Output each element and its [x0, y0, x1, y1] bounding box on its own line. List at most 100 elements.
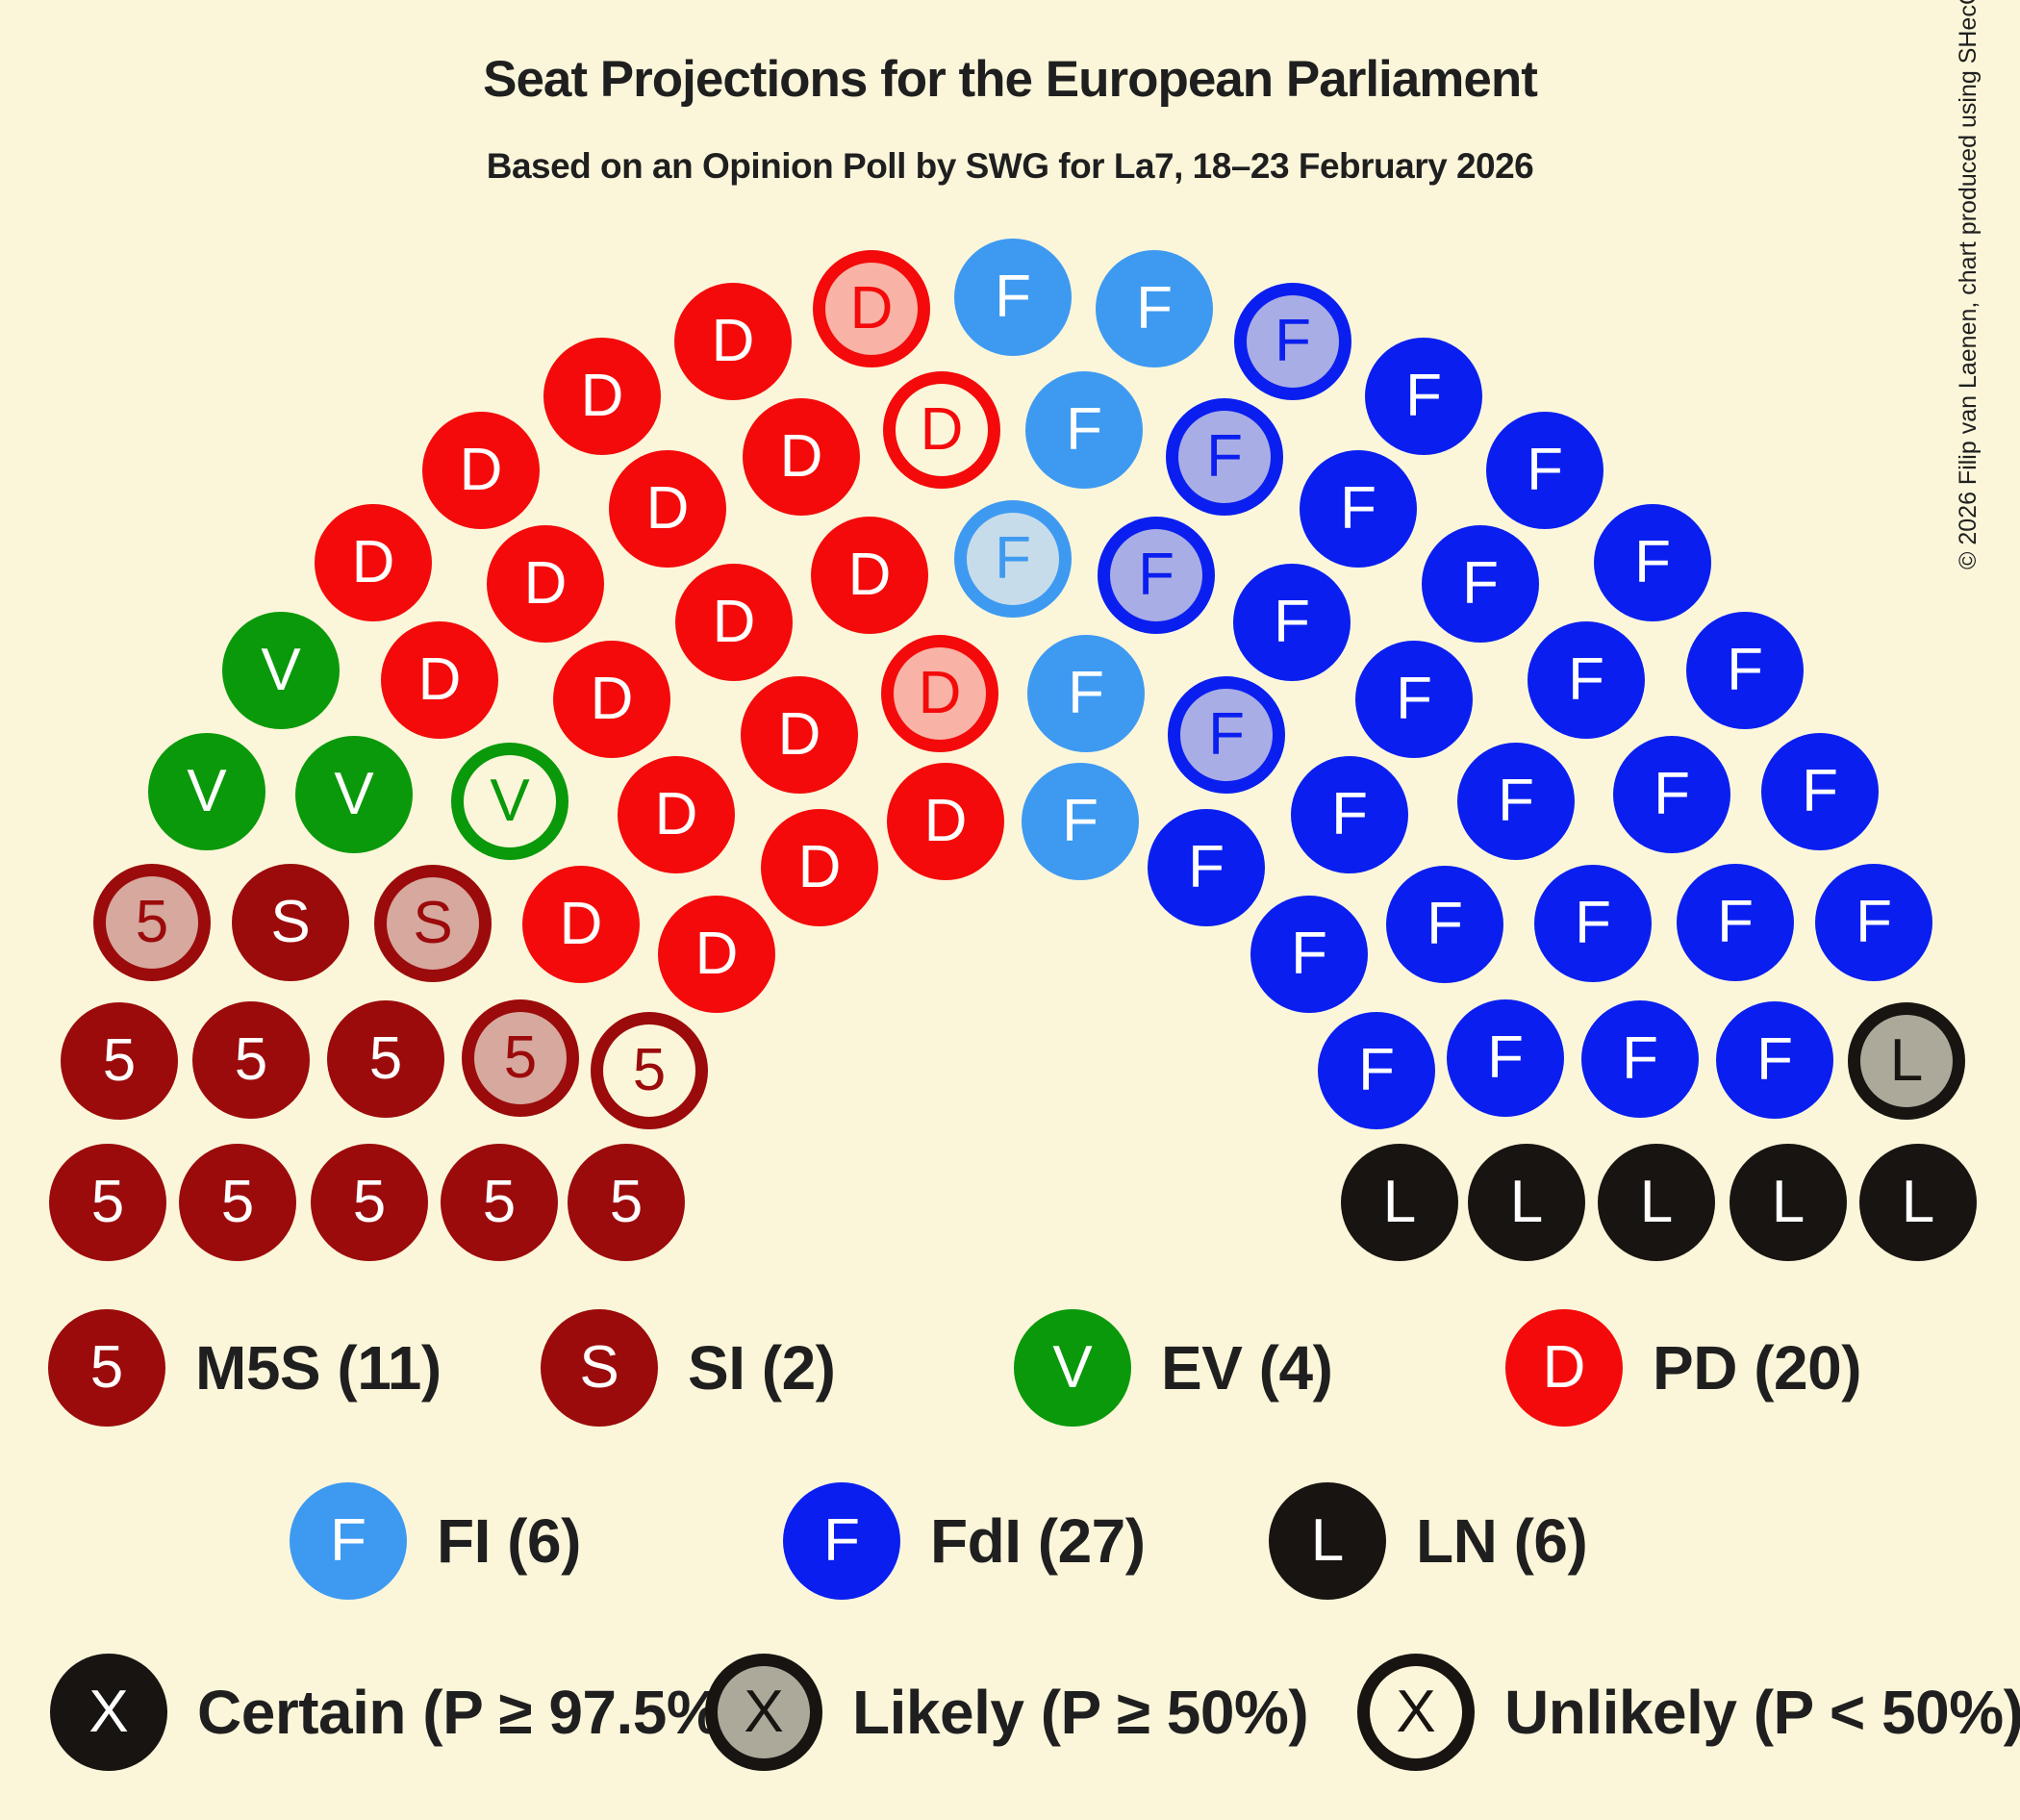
seat-M5S: 5	[192, 1001, 310, 1119]
seat-FI: F	[954, 500, 1072, 618]
legend-party-M5S-label: M5S (11)	[195, 1333, 442, 1403]
seat-PD: D	[761, 809, 878, 926]
seat-PD: D	[618, 756, 735, 873]
legend-status-c-swatch: X	[50, 1654, 167, 1771]
seat-PD: D	[675, 564, 793, 681]
seat-PD: D	[741, 676, 858, 794]
legend-status-c-label: Certain (P ≥ 97.5%)	[197, 1678, 742, 1747]
legend-status-u-swatch: X	[1357, 1654, 1475, 1771]
seat-PD: D	[609, 450, 726, 568]
seat-SI: S	[374, 865, 492, 982]
seat-PD: D	[543, 338, 661, 455]
seat-FdI: F	[1457, 743, 1575, 860]
seat-M5S: 5	[93, 864, 211, 981]
legend-party-LN-label: LN (6)	[1416, 1506, 1588, 1576]
seat-PD: D	[422, 412, 540, 529]
seat-FI: F	[1027, 635, 1145, 752]
seat-PD: D	[315, 504, 432, 621]
seat-FdI: F	[1594, 504, 1711, 621]
seat-FdI: F	[1447, 999, 1564, 1117]
seat-EV: V	[222, 612, 340, 729]
seat-FdI: F	[1581, 1000, 1699, 1118]
seat-M5S: 5	[49, 1144, 166, 1261]
seat-FdI: F	[1233, 564, 1351, 681]
legend-party-EV-label: EV (4)	[1161, 1333, 1333, 1403]
seat-FdI: F	[1386, 866, 1503, 983]
seat-PD: D	[658, 896, 775, 1013]
legend-party-PD-swatch: D	[1505, 1309, 1623, 1427]
seat-FdI: F	[1686, 612, 1804, 729]
seat-M5S: 5	[179, 1144, 296, 1261]
seat-FdI: F	[1166, 398, 1283, 516]
seat-M5S: 5	[441, 1144, 558, 1261]
seat-FdI: F	[1716, 1001, 1833, 1119]
legend-party-EV-swatch: V	[1014, 1309, 1131, 1427]
seat-FdI: F	[1534, 865, 1652, 982]
page-title: Seat Projections for the European Parlia…	[483, 51, 1538, 108]
seat-FdI: F	[1355, 641, 1473, 758]
legend-status-l-label: Likely (P ≥ 50%)	[852, 1678, 1309, 1747]
legend-party-FI-swatch: F	[290, 1482, 407, 1600]
seat-FdI: F	[1365, 338, 1482, 455]
seat-EV: V	[451, 743, 568, 860]
seat-FdI: F	[1422, 525, 1539, 643]
seat-FdI: F	[1148, 809, 1265, 926]
seat-FdI: F	[1234, 283, 1351, 400]
seat-PD: D	[887, 763, 1004, 880]
seat-PD: D	[381, 621, 498, 739]
seat-FdI: F	[1098, 517, 1215, 634]
seat-LN: L	[1468, 1144, 1585, 1261]
seat-PD: D	[522, 866, 640, 983]
page-subtitle: Based on an Opinion Poll by SWG for La7,…	[486, 146, 1534, 186]
seat-FdI: F	[1528, 621, 1645, 739]
seat-FdI: F	[1168, 676, 1285, 794]
legend-status-l-swatch: X	[705, 1654, 822, 1771]
legend-party-FdI-swatch: F	[783, 1482, 900, 1600]
legend-party-M5S-swatch: 5	[48, 1309, 165, 1427]
seat-PD: D	[811, 517, 928, 634]
seat-FdI: F	[1291, 756, 1408, 873]
seat-M5S: 5	[311, 1144, 428, 1261]
seat-FI: F	[1022, 763, 1139, 880]
seat-M5S: 5	[591, 1012, 708, 1129]
seat-PD: D	[553, 641, 670, 758]
seat-FdI: F	[1677, 864, 1794, 981]
seat-LN: L	[1598, 1144, 1715, 1261]
seat-LN: L	[1341, 1144, 1458, 1261]
seat-FdI: F	[1815, 864, 1932, 981]
legend-party-FI-label: FI (6)	[437, 1506, 581, 1576]
seat-FdI: F	[1250, 896, 1368, 1013]
seat-FdI: F	[1761, 733, 1879, 850]
seat-EV: V	[295, 736, 413, 853]
seat-PD: D	[881, 635, 998, 752]
seat-FdI: F	[1486, 412, 1603, 529]
seat-PD: D	[487, 525, 604, 643]
seat-M5S: 5	[568, 1144, 685, 1261]
seat-PD: D	[674, 283, 792, 400]
seat-PD: D	[883, 371, 1000, 489]
seat-PD: D	[743, 398, 860, 516]
seat-SI: S	[232, 864, 349, 981]
legend-status-u-label: Unlikely (P < 50%)	[1504, 1678, 2020, 1747]
copyright-note: © 2026 Filip van Laenen, chart produced …	[1955, 0, 1982, 569]
seat-EV: V	[148, 733, 265, 850]
seat-FI: F	[1096, 250, 1213, 367]
seat-LN: L	[1730, 1144, 1847, 1261]
seat-M5S: 5	[462, 999, 579, 1117]
seat-M5S: 5	[327, 1000, 444, 1118]
legend-party-PD-label: PD (20)	[1653, 1333, 1862, 1403]
seat-FdI: F	[1318, 1012, 1435, 1129]
seat-LN: L	[1859, 1144, 1977, 1261]
legend-party-SI-swatch: S	[541, 1309, 658, 1427]
legend-party-FdI-label: FdI (27)	[930, 1506, 1146, 1576]
legend-party-LN-swatch: L	[1269, 1482, 1386, 1600]
seat-LN: L	[1848, 1002, 1965, 1120]
seat-PD: D	[813, 250, 930, 367]
seat-FdI: F	[1613, 736, 1730, 853]
seat-FdI: F	[1300, 450, 1417, 568]
seat-M5S: 5	[61, 1002, 178, 1120]
seat-FI: F	[1025, 371, 1143, 489]
seat-FI: F	[954, 239, 1072, 356]
legend-party-SI-label: SI (2)	[688, 1333, 836, 1403]
